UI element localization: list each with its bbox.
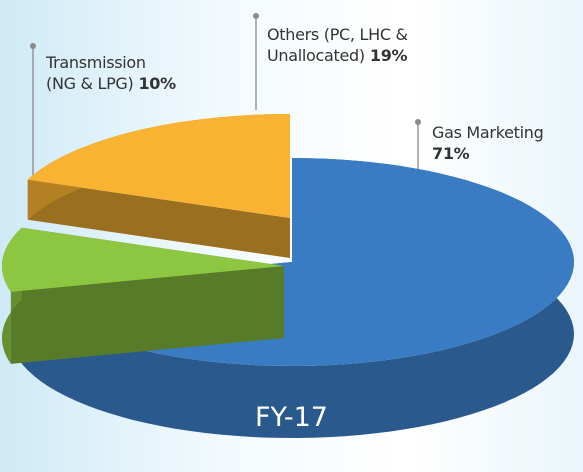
slice-top [27,114,291,218]
slice-label: Transmission (NG & LPG) 10% [46,52,176,94]
value-label: 10% [138,74,176,93]
leader-dot [30,43,36,49]
leader-dot [253,13,259,19]
slice-cut-face [27,179,291,258]
slice [2,227,285,364]
slice-label: Gas Marketing 71% [432,122,544,164]
slice [27,114,291,258]
slice-top [2,227,284,292]
value-label: 19% [369,46,408,65]
leader-dot [415,119,421,125]
category-label: Gas Marketing [432,123,544,142]
slice-label: Others (PC, LHC & Unallocated) 19% [267,24,408,66]
category-label: Transmission (NG & LPG) [46,53,146,93]
chart-title: FY-17 [255,402,328,433]
category-label: Others (PC, LHC & Unallocated) [267,25,408,65]
value-label: 71% [432,144,470,163]
